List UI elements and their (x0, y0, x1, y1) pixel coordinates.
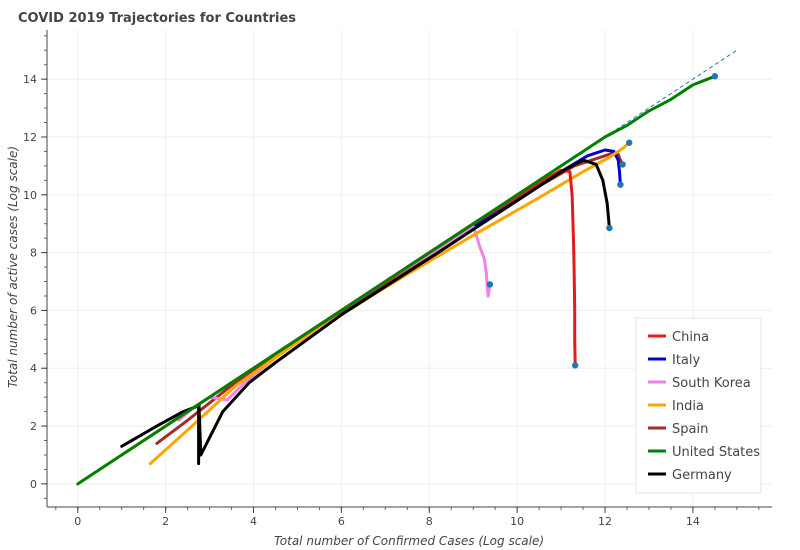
series-line-south-korea (177, 225, 492, 422)
legend-label: India (672, 399, 704, 414)
y-tick-label: 4 (30, 362, 37, 375)
end-marker (625, 139, 633, 146)
end-marker (619, 161, 626, 168)
series-line-germany (120, 158, 611, 466)
x-tick-label: 12 (598, 515, 612, 528)
axes: 0 2 4 6 8 10 12 14 0 2 4 6 8 10 12 14 (23, 30, 772, 528)
end-marker (617, 181, 624, 188)
legend-label: Germany (672, 468, 732, 483)
legend-label: United States (672, 445, 760, 460)
end-marker (571, 362, 579, 369)
y-tick-label: 0 (30, 478, 37, 491)
y-tick-label: 14 (23, 73, 37, 86)
grid (47, 30, 772, 507)
x-tick-label: 8 (426, 515, 433, 528)
series-line-united-states (76, 74, 717, 486)
x-tick-label: 6 (338, 515, 345, 528)
end-marker (711, 73, 719, 80)
y-tick-label: 2 (30, 420, 37, 433)
series-line-china (124, 168, 577, 454)
end-markers (486, 73, 719, 369)
x-tick-label: 0 (74, 515, 81, 528)
series-layer (76, 49, 738, 486)
x-tick-label: 10 (510, 515, 524, 528)
legend-label: South Korea (672, 376, 751, 391)
y-tick-label: 10 (23, 189, 37, 202)
y-axis-label: Total number of active cases (Log scale) (6, 146, 20, 388)
x-tick-label: 2 (162, 515, 169, 528)
chart-title: COVID 2019 Trajectories for Countries (18, 11, 296, 26)
x-tick-label: 14 (686, 515, 700, 528)
y-tick-label: 12 (23, 131, 37, 144)
end-marker (606, 224, 613, 232)
y-tick-label: 8 (30, 247, 37, 260)
x-tick-label: 4 (250, 515, 257, 528)
series-line-india (148, 141, 631, 466)
legend-label: Spain (672, 422, 708, 437)
x-axis-label: Total number of Confirmed Cases (Log sca… (274, 534, 544, 548)
legend-label: China (672, 330, 709, 345)
end-marker (486, 281, 494, 288)
legend: China Italy South Korea India Spain United St… (635, 317, 762, 494)
legend-label: Italy (672, 353, 701, 368)
y-tick-label: 6 (30, 304, 37, 317)
